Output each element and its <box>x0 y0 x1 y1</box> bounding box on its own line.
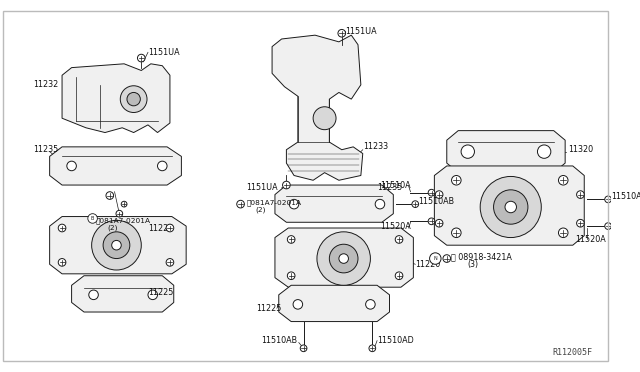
Text: 11320: 11320 <box>568 145 593 154</box>
Circle shape <box>127 93 140 106</box>
Polygon shape <box>50 217 186 274</box>
Text: 11225: 11225 <box>148 288 173 298</box>
Circle shape <box>289 199 299 209</box>
Text: Ⓝ 08918-3421A: Ⓝ 08918-3421A <box>451 252 511 261</box>
Circle shape <box>106 192 114 199</box>
Circle shape <box>300 345 307 352</box>
Polygon shape <box>275 228 413 287</box>
Circle shape <box>103 232 130 259</box>
Text: B: B <box>91 216 94 221</box>
Circle shape <box>338 29 346 37</box>
Polygon shape <box>72 276 173 312</box>
Text: (2): (2) <box>256 206 266 213</box>
Text: Ⓑ081A7-0201A: Ⓑ081A7-0201A <box>246 199 301 206</box>
Text: 11225: 11225 <box>256 304 281 313</box>
Circle shape <box>505 201 516 213</box>
Circle shape <box>452 176 461 185</box>
Text: 11520A: 11520A <box>575 235 607 244</box>
Circle shape <box>396 235 403 243</box>
Circle shape <box>89 290 99 299</box>
Circle shape <box>452 228 461 238</box>
Text: 1151UA: 1151UA <box>346 27 377 36</box>
Text: R112005F: R112005F <box>552 348 592 357</box>
Polygon shape <box>435 166 584 245</box>
Polygon shape <box>272 35 363 180</box>
Circle shape <box>577 191 584 198</box>
Text: 11232: 11232 <box>33 80 59 89</box>
Text: 11510A: 11510A <box>611 192 640 201</box>
Circle shape <box>412 201 419 208</box>
Circle shape <box>369 345 376 352</box>
Text: 1151UA: 1151UA <box>246 183 278 192</box>
Circle shape <box>293 299 303 309</box>
Circle shape <box>58 259 66 266</box>
Circle shape <box>88 214 97 223</box>
Circle shape <box>58 224 66 232</box>
Text: Ⓑ081A7-0201A: Ⓑ081A7-0201A <box>95 217 150 224</box>
Text: 11510AB: 11510AB <box>262 336 298 345</box>
Circle shape <box>317 232 371 285</box>
Circle shape <box>435 219 443 227</box>
Text: (3): (3) <box>468 260 479 269</box>
Circle shape <box>559 176 568 185</box>
Circle shape <box>461 145 474 158</box>
Circle shape <box>157 161 167 171</box>
Circle shape <box>116 210 123 217</box>
Circle shape <box>287 272 295 279</box>
Circle shape <box>121 201 127 207</box>
Polygon shape <box>50 147 181 185</box>
Polygon shape <box>447 131 565 173</box>
Text: 11235: 11235 <box>33 145 59 154</box>
Circle shape <box>330 244 358 273</box>
Circle shape <box>443 255 451 262</box>
Circle shape <box>138 54 145 62</box>
Circle shape <box>120 86 147 112</box>
Text: N: N <box>433 256 437 261</box>
Circle shape <box>428 218 435 225</box>
Circle shape <box>237 200 244 208</box>
Circle shape <box>480 176 541 238</box>
Circle shape <box>396 272 403 279</box>
Text: 11235: 11235 <box>377 183 403 192</box>
Circle shape <box>166 224 173 232</box>
Circle shape <box>493 190 528 224</box>
Circle shape <box>428 189 435 196</box>
Polygon shape <box>279 285 390 321</box>
Circle shape <box>605 196 611 203</box>
Circle shape <box>365 299 375 309</box>
Text: (2): (2) <box>107 225 117 231</box>
Text: 11510A: 11510A <box>380 180 411 190</box>
Circle shape <box>67 161 76 171</box>
Circle shape <box>287 235 295 243</box>
Circle shape <box>605 223 611 230</box>
Circle shape <box>538 145 551 158</box>
Circle shape <box>148 290 157 299</box>
Circle shape <box>283 181 290 189</box>
Text: 11510AB: 11510AB <box>418 197 454 206</box>
Circle shape <box>92 220 141 270</box>
Circle shape <box>429 253 441 264</box>
Circle shape <box>313 107 336 130</box>
Circle shape <box>559 228 568 238</box>
Text: 1151UA: 1151UA <box>148 48 180 57</box>
Text: 11220: 11220 <box>415 260 440 269</box>
Circle shape <box>339 254 348 263</box>
Text: 11510AD: 11510AD <box>377 336 414 345</box>
Text: 11220: 11220 <box>148 224 173 232</box>
Polygon shape <box>275 185 394 222</box>
Text: 11520A: 11520A <box>380 222 411 231</box>
Circle shape <box>375 199 385 209</box>
Circle shape <box>577 219 584 227</box>
Circle shape <box>112 240 121 250</box>
Polygon shape <box>62 64 170 132</box>
Circle shape <box>435 191 443 198</box>
Text: 11233: 11233 <box>363 142 388 151</box>
Circle shape <box>166 259 173 266</box>
